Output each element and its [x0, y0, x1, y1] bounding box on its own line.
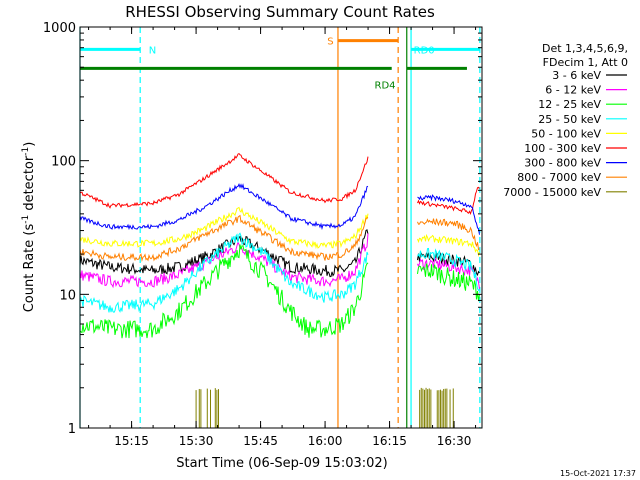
x-tick-label: 15:45 — [243, 434, 278, 448]
legend-label: 6 - 12 keV — [545, 84, 601, 97]
legend-label: 300 - 800 keV — [524, 157, 601, 170]
vertical-lines — [79, 27, 481, 428]
legend-label: 12 - 25 keV — [538, 98, 601, 111]
y-axis-label: Count Rate (s-1 detector-1) — [21, 142, 37, 313]
series-100-300-kev-line — [417, 186, 480, 215]
legend-label: 7000 - 15000 keV — [503, 186, 601, 199]
x-tick-label: 16:15 — [372, 434, 407, 448]
y-tick-label: 10 — [59, 288, 76, 303]
x-tick-label: 16:00 — [308, 434, 343, 448]
x-tick-label: 15:30 — [179, 434, 214, 448]
state-bars: N S RD0 RD4 — [80, 37, 480, 92]
x-tick-label: 16:30 — [437, 434, 472, 448]
state-label-rd0: RD0 — [414, 45, 435, 56]
chart-title: RHESSI Observing Summary Count Rates — [125, 3, 435, 21]
series-3-6-kev-line — [79, 229, 369, 278]
series-300-800-kev-line — [417, 194, 480, 235]
series-25-50-kev-line — [79, 232, 369, 313]
series-100-300-kev-line — [79, 152, 369, 209]
series-12-25-kev-line — [417, 263, 480, 302]
timestamp: 15-Oct-2021 17:37 — [560, 469, 636, 478]
data-series — [79, 152, 480, 428]
legend: Det 1,3,4,5,6,9, FDecim 1, Att 0 3 - 6 k… — [503, 42, 628, 199]
y-tick-label: 100 — [51, 155, 76, 170]
series-50-100-kev-line — [79, 206, 369, 250]
legend-label: 3 - 6 keV — [552, 69, 601, 82]
legend-label: 50 - 100 keV — [531, 127, 601, 140]
legend-header-2: FDecim 1, Att 0 — [543, 56, 628, 69]
series-300-800-kev-line — [79, 182, 369, 231]
legend-label: 100 - 300 keV — [524, 142, 601, 155]
series-800-7000-kev-line — [417, 218, 480, 251]
x-axis-label: Start Time (06-Sep-09 15:03:02) — [176, 456, 387, 471]
series-6-12-kev-line — [79, 233, 369, 289]
state-label-n: N — [149, 45, 156, 56]
series-50-100-kev-line — [417, 233, 480, 258]
y-axis: 1 10 100 1000 — [43, 21, 482, 437]
legend-label: 800 - 7000 keV — [517, 171, 601, 184]
series-800-7000-kev-line — [79, 214, 369, 262]
plot-frame — [79, 26, 483, 429]
x-tick-label: 15:15 — [114, 434, 149, 448]
series-25-50-kev-line — [417, 247, 480, 292]
series-3-6-kev-line — [417, 250, 480, 277]
y-tick-label: 1000 — [43, 21, 76, 36]
legend-label: 25 - 50 keV — [538, 113, 601, 126]
series-12-25-kev-line — [79, 244, 369, 339]
state-label-rd4: RD4 — [375, 81, 396, 92]
y-tick-label: 1 — [68, 422, 76, 437]
legend-header-1: Det 1,3,4,5,6,9, — [542, 42, 628, 55]
x-axis: 15:15 15:30 15:45 16:00 16:15 16:30 — [88, 27, 477, 448]
state-label-s: S — [327, 37, 333, 48]
